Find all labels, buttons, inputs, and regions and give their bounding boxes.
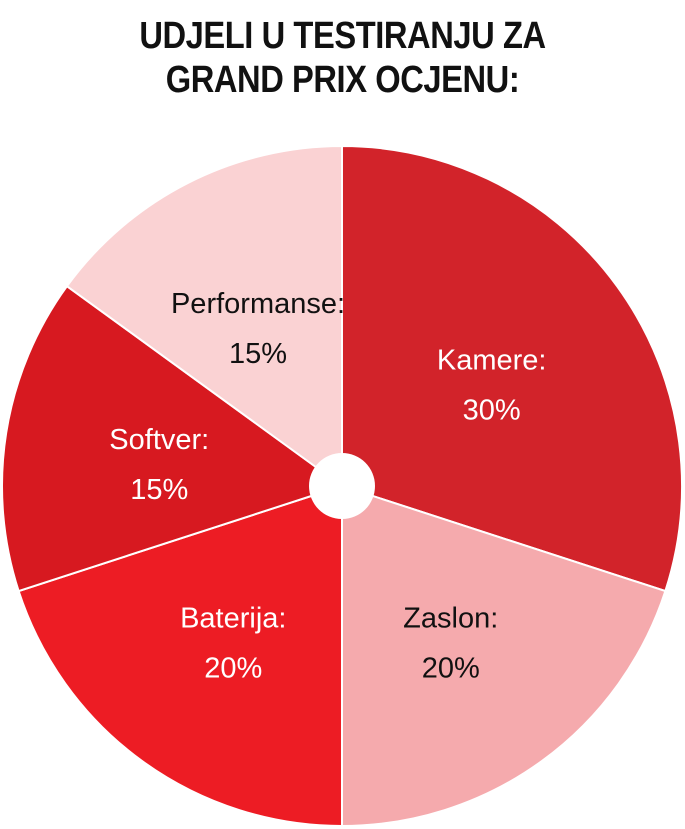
pie-slice-kamere [341, 144, 683, 593]
slice-label-zaslon: Zaslon: 20% [403, 603, 498, 685]
slice-label-baterija: Baterija: 20% [180, 603, 286, 685]
slice-value-softver: 15% [130, 474, 188, 506]
slice-value-kamere: 30% [463, 394, 521, 426]
slice-name-performanse: Performanse: [171, 288, 345, 320]
slice-name-kamere: Kamere: [437, 344, 547, 376]
slice-value-performanse: 15% [229, 338, 287, 370]
slice-label-kamere: Kamere: 30% [437, 344, 547, 426]
pie-slice-softver [1, 284, 345, 593]
slice-name-softver: Softver: [109, 424, 209, 456]
slice-label-softver: Softver: 15% [109, 424, 209, 506]
slice-value-baterija: 20% [204, 653, 262, 685]
slice-value-zaslon: 20% [422, 653, 480, 685]
slice-label-performanse: Performanse: 15% [171, 288, 345, 370]
chart-title-line-1: UDJELI U TESTIRANJU ZA [139, 15, 546, 57]
pie-labels: Kamere: 30% Zaslon: 20% Baterija: 20% Softver:… [109, 288, 546, 685]
pie-slice-performanse [65, 144, 343, 488]
pie-slice-baterija [17, 484, 343, 828]
slice-name-zaslon: Zaslon: [403, 603, 498, 635]
pie-slices [1, 144, 683, 828]
slice-name-baterija: Baterija: [180, 603, 286, 635]
pie-slice-zaslon [341, 484, 667, 828]
chart-title-line-2: GRAND PRIX OCJENU: [165, 59, 520, 101]
center-hole [309, 453, 375, 519]
chart-title: UDJELI U TESTIRANJU ZA GRAND PRIX OCJENU… [48, 14, 637, 102]
